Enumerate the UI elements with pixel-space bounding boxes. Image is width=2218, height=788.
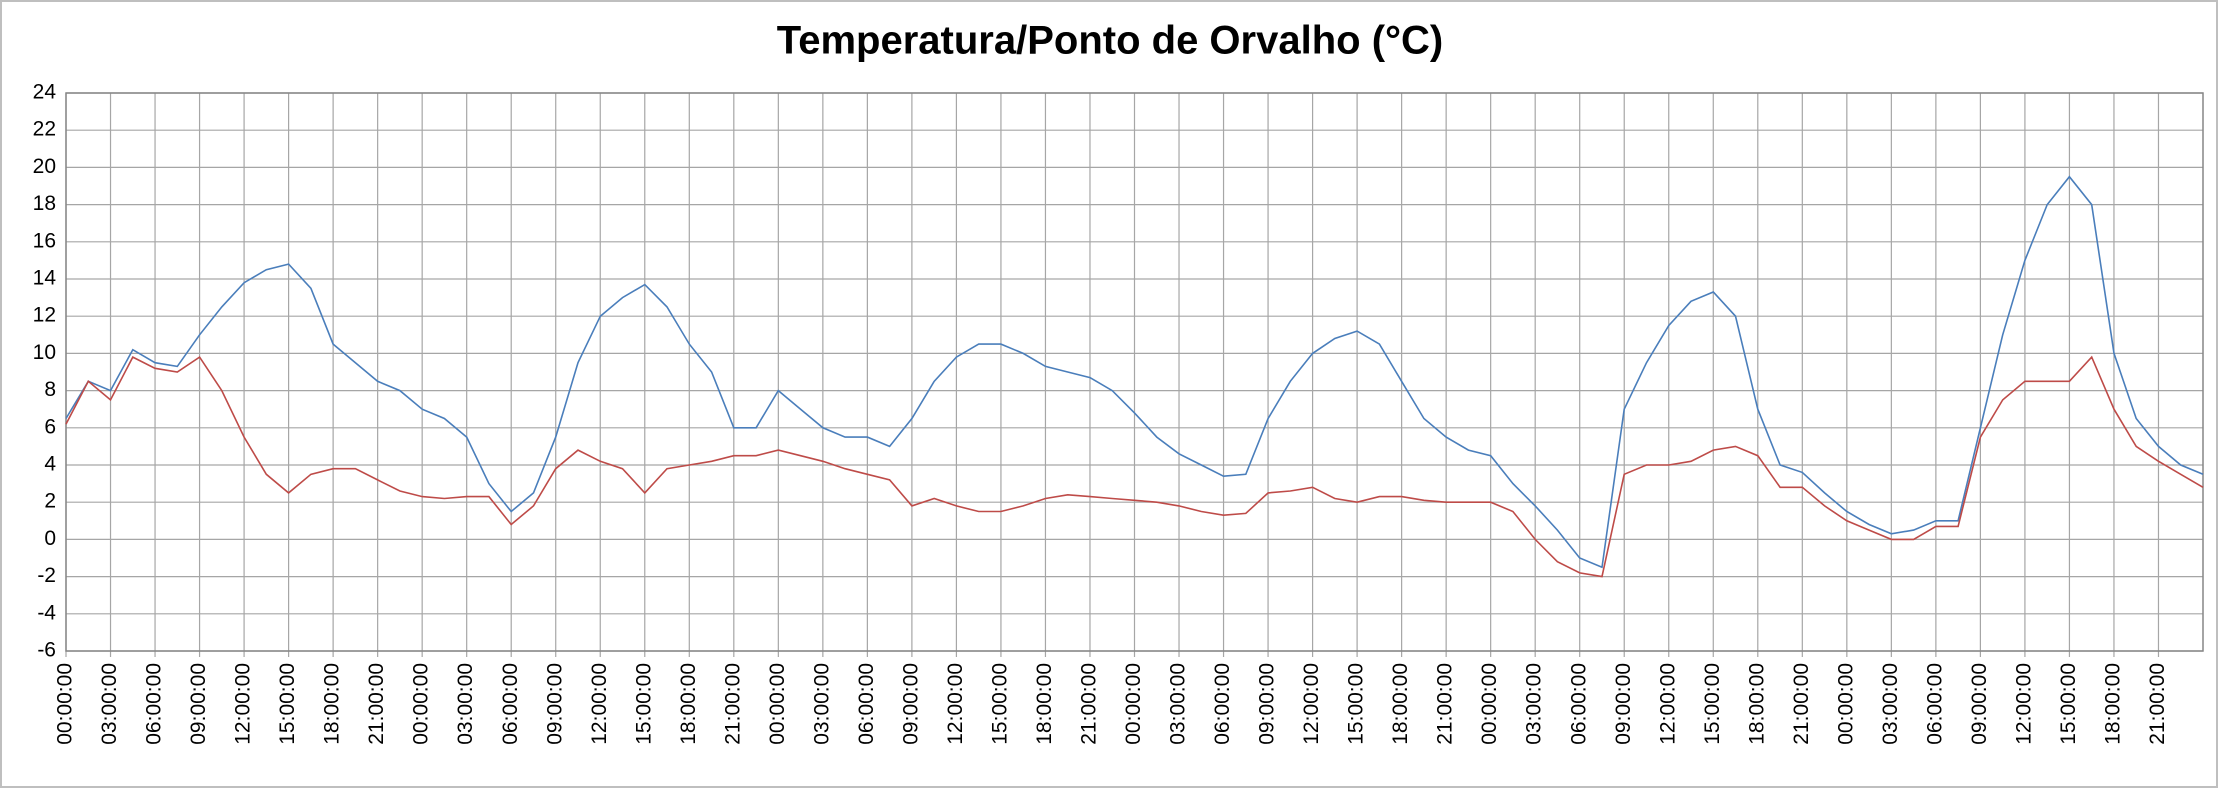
y-tick-label: 14 xyxy=(33,267,57,290)
x-tick-label: 21:00:00 xyxy=(1790,663,1813,745)
y-tick-label: 8 xyxy=(44,378,56,401)
x-tick-label: 03:00:00 xyxy=(1879,663,1902,745)
y-tick-label: 12 xyxy=(33,304,56,327)
x-tick-label: 06:00:00 xyxy=(1211,663,1234,745)
plot-frame xyxy=(65,92,2204,652)
y-tick-label: 16 xyxy=(33,229,56,252)
x-tick-label: 03:00:00 xyxy=(810,663,833,745)
x-tick-label: 00:00:00 xyxy=(1478,663,1501,745)
x-tick-label: 00:00:00 xyxy=(1122,663,1145,745)
y-tick-label: 22 xyxy=(33,118,56,141)
x-tick-label: 03:00:00 xyxy=(1167,663,1190,745)
y-tick-label: 6 xyxy=(44,415,56,438)
x-tick-label: 00:00:00 xyxy=(410,663,433,745)
y-tick-label: 10 xyxy=(33,341,56,364)
x-tick-label: 06:00:00 xyxy=(1567,663,1590,745)
x-tick-label: 06:00:00 xyxy=(1923,663,1946,745)
x-tick-label: 21:00:00 xyxy=(2146,663,2169,745)
x-tick-label: 09:00:00 xyxy=(187,663,210,745)
x-tick-label: 00:00:00 xyxy=(54,663,77,745)
y-tick-label: 24 xyxy=(33,81,57,104)
x-tick-label: 09:00:00 xyxy=(543,663,566,745)
x-tick-label: 15:00:00 xyxy=(988,663,1011,745)
x-tick-label: 00:00:00 xyxy=(766,663,789,745)
x-tick-label: 12:00:00 xyxy=(232,663,255,745)
y-tick-label: 4 xyxy=(44,453,56,476)
x-tick-label: 18:00:00 xyxy=(2102,663,2125,745)
x-tick-label: 09:00:00 xyxy=(899,663,922,745)
x-tick-label: 21:00:00 xyxy=(1434,663,1457,745)
x-tick-label: 06:00:00 xyxy=(855,663,878,745)
x-tick-label: 09:00:00 xyxy=(1968,663,1991,745)
x-tick-label: 21:00:00 xyxy=(365,663,388,745)
x-tick-label: 21:00:00 xyxy=(1078,663,1101,745)
x-tick-label: 12:00:00 xyxy=(944,663,967,745)
x-tick-label: 03:00:00 xyxy=(454,663,477,745)
x-tick-label: 03:00:00 xyxy=(1523,663,1546,745)
x-tick-label: 18:00:00 xyxy=(1745,663,1768,745)
y-tick-label: 0 xyxy=(44,527,56,550)
x-tick-label: 09:00:00 xyxy=(1612,663,1635,745)
x-tick-label: 18:00:00 xyxy=(321,663,344,745)
x-tick-label: 15:00:00 xyxy=(1701,663,1724,745)
x-tick-label: 00:00:00 xyxy=(1834,663,1857,745)
x-tick-label: 09:00:00 xyxy=(1256,663,1279,745)
series-line xyxy=(65,175,2204,569)
series-line xyxy=(65,355,2204,578)
x-tick-label: 15:00:00 xyxy=(1345,663,1368,745)
y-tick-label: 2 xyxy=(44,490,56,513)
x-tick-label: 06:00:00 xyxy=(143,663,166,745)
x-tick-label: 18:00:00 xyxy=(1033,663,1056,745)
x-tick-label: 15:00:00 xyxy=(632,663,655,745)
chart-title: Temperatura/Ponto de Orvalho (°C) xyxy=(777,19,1443,63)
x-tick-label: 15:00:00 xyxy=(2057,663,2080,745)
y-tick-label: 20 xyxy=(33,155,56,178)
x-tick-label: 12:00:00 xyxy=(588,663,611,745)
y-tick-label: -2 xyxy=(37,564,56,587)
x-tick-label: 12:00:00 xyxy=(1656,663,1679,745)
x-tick-label: 12:00:00 xyxy=(1300,663,1323,745)
x-tick-label: 12:00:00 xyxy=(2012,663,2035,745)
x-tick-label: 06:00:00 xyxy=(499,663,522,745)
y-tick-label: -6 xyxy=(37,639,56,662)
x-tick-label: 03:00:00 xyxy=(98,663,121,745)
x-tick-label: 18:00:00 xyxy=(1389,663,1412,745)
y-tick-label: -4 xyxy=(37,601,56,624)
x-tick-label: 18:00:00 xyxy=(677,663,700,745)
x-tick-label: 15:00:00 xyxy=(276,663,299,745)
y-tick-label: 18 xyxy=(33,192,56,215)
x-tick-label: 21:00:00 xyxy=(721,663,744,745)
